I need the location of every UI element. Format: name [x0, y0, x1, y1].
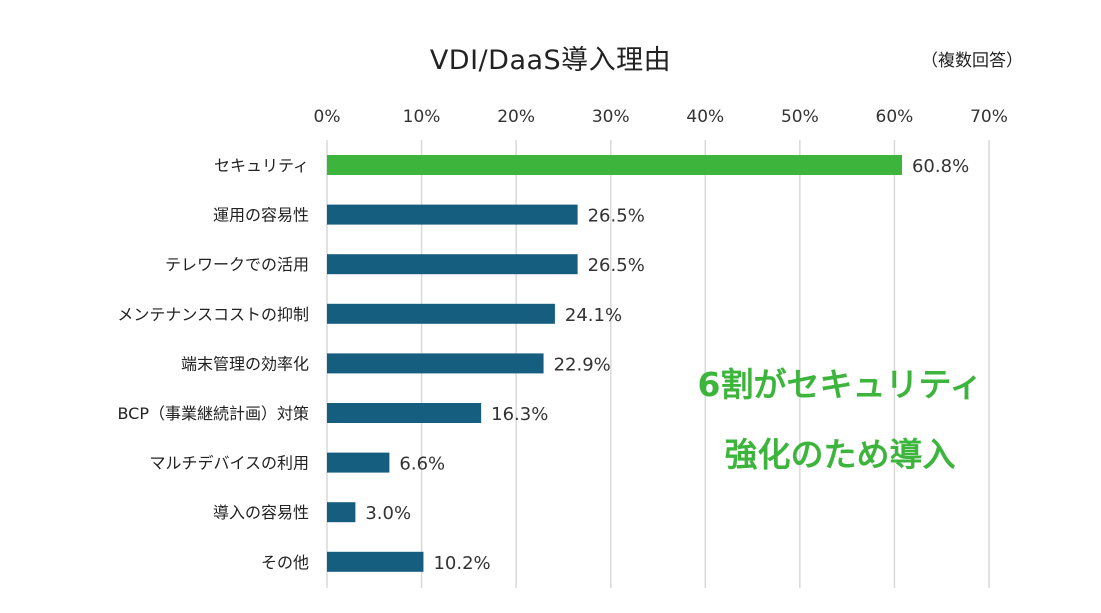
data-label: 60.8% [912, 156, 969, 177]
category-label: 導入の容易性 [213, 503, 309, 522]
chart-note: （複数回答） [921, 51, 1023, 71]
bar [327, 551, 424, 572]
category-label: 端末管理の効率化 [181, 354, 309, 373]
category-label: マルチデバイスの利用 [149, 454, 309, 473]
chart-title: VDI/DaaS導入理由 [429, 45, 672, 76]
x-tick-label: 70% [970, 107, 1008, 127]
callout-line-1: 6割がセキュリティ [697, 365, 983, 404]
bar [327, 502, 356, 523]
x-tick-label: 30% [592, 107, 630, 127]
category-label: 運用の容易性 [213, 206, 309, 225]
data-label: 26.5% [588, 206, 645, 227]
callout-annotation: 6割がセキュリティ 強化のため導入 [660, 350, 1020, 490]
bar [327, 403, 482, 423]
bar [327, 155, 902, 175]
data-label: 3.0% [365, 503, 411, 524]
bar [327, 452, 390, 473]
data-label: 22.9% [554, 354, 611, 375]
data-label: 24.1% [565, 305, 622, 326]
x-tick-label: 50% [781, 107, 819, 127]
bar [327, 303, 555, 324]
x-tick-label: 0% [314, 107, 341, 127]
category-label: BCP（事業継続計画）対策 [117, 404, 309, 423]
data-label: 10.2% [433, 553, 490, 574]
bar [327, 254, 578, 275]
x-tick-label: 10% [403, 107, 441, 127]
bar [327, 353, 544, 374]
x-tick-label: 40% [686, 107, 724, 127]
bar [327, 204, 578, 225]
data-label: 16.3% [491, 404, 548, 425]
category-label: メンテナンスコストの抑制 [117, 305, 309, 324]
data-label: 6.6% [399, 454, 445, 475]
x-tick-label: 20% [497, 107, 535, 127]
category-label: セキュリティ [214, 156, 309, 175]
data-label: 26.5% [588, 255, 645, 276]
callout-line-2: 強化のため導入 [724, 435, 956, 474]
category-label: テレワークでの活用 [165, 255, 309, 274]
category-label: その他 [261, 553, 309, 572]
x-tick-label: 60% [876, 107, 914, 127]
